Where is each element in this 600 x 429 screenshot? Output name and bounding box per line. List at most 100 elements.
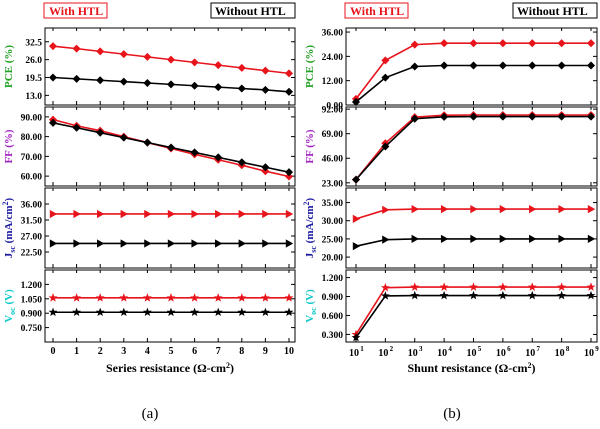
data-point [166, 55, 176, 64]
series-line-with-htl [355, 42, 591, 100]
data-point [469, 290, 478, 300]
x-tick-exponent: 2 [390, 345, 394, 353]
y-tick-label: 20.00 [322, 254, 344, 264]
data-point [439, 282, 449, 291]
plot-frame [345, 269, 598, 343]
plot-frame [345, 27, 598, 106]
y-tick-label: 60.00 [21, 173, 43, 183]
y-tick-label: 69.00 [322, 130, 344, 140]
y-tick-label: 80.00 [21, 133, 43, 143]
data-point [557, 39, 566, 48]
series-line-with-htl [355, 114, 591, 181]
data-point [440, 61, 449, 70]
x-tick-exponent: 5 [478, 345, 482, 353]
data-point [72, 293, 82, 302]
data-point [440, 204, 449, 214]
plot-frame [44, 27, 296, 106]
data-point [166, 307, 176, 316]
data-point [213, 307, 223, 316]
data-point [285, 209, 294, 219]
data-point [587, 234, 596, 244]
data-point [411, 234, 419, 244]
data-point [72, 307, 82, 316]
x-tick-label: 5 [169, 346, 174, 357]
y-tick-label: 32.5 [25, 38, 42, 48]
legend-label-with-htl: With HTL [49, 4, 103, 18]
data-point [72, 74, 81, 83]
y-tick-label: 26.0 [25, 56, 42, 66]
subplot-jsc-a: 22.50 27.00 31.50 36.00 Jsc (mA/cm2) [1, 187, 296, 269]
y-tick-label: 30.00 [322, 217, 344, 227]
data-point [470, 204, 478, 214]
x-tick-label: 10 [467, 348, 477, 359]
data-point [48, 307, 58, 316]
y-axis-label-pce: PCE (%) [304, 45, 316, 88]
plot-frame [44, 187, 296, 269]
data-point [498, 61, 507, 70]
x-tick-exponent: 8 [566, 345, 570, 353]
data-point [167, 239, 176, 248]
subplot-ff-b: 23.00 46.00 69.00 92.00 FF (%) [304, 106, 598, 189]
data-point [469, 282, 478, 291]
data-point [586, 282, 596, 291]
legend-a: With HTL Without HTL [43, 2, 296, 19]
data-point [352, 214, 361, 224]
data-point [498, 290, 508, 300]
data-point [260, 307, 270, 316]
data-point [48, 73, 58, 82]
data-point [351, 97, 361, 106]
data-point [190, 307, 200, 316]
data-point [352, 242, 361, 251]
data-point [144, 239, 152, 248]
legend-box-without-htl [210, 2, 296, 19]
data-point [498, 282, 508, 291]
data-point [529, 204, 537, 214]
data-point [119, 77, 128, 86]
x-tick-label: 4 [145, 346, 150, 357]
plot-frame [44, 269, 296, 343]
data-point [351, 175, 361, 184]
x-tick-label: 6 [192, 346, 197, 357]
data-point [499, 234, 508, 244]
y-tick-label: 0.00 [326, 102, 343, 112]
data-point [190, 148, 199, 157]
y-tick-label: 25.00 [322, 235, 344, 245]
data-point [410, 62, 419, 71]
data-point [381, 56, 390, 65]
data-point [120, 239, 129, 248]
y-tick-label: 1.200 [322, 274, 344, 284]
x-tick-exponent: 6 [507, 345, 511, 353]
data-point [49, 209, 58, 219]
subplot-jsc-b: 20.00 25.00 30.00 35.00 Jsc (mA/cm2) [302, 187, 598, 269]
data-point [167, 209, 176, 219]
data-point [237, 158, 246, 167]
data-point [166, 80, 176, 89]
data-point [586, 39, 596, 48]
data-point [527, 282, 537, 291]
y-tick-label: 1.050 [21, 295, 43, 305]
data-point [528, 61, 537, 70]
data-point [470, 234, 478, 244]
x-tick-label: 10 [555, 348, 565, 359]
x-tick-label: 10 [437, 348, 447, 359]
data-point [214, 83, 223, 92]
data-point [96, 76, 105, 85]
data-point [440, 234, 449, 244]
x-axis-label: Shunt resistance (Ω-cm2) [407, 361, 535, 375]
data-point [440, 112, 449, 121]
legend-label-with-htl: With HTL [350, 4, 404, 18]
x-tick-label: 10 [496, 348, 506, 359]
plot-frame [345, 106, 598, 187]
data-point [96, 47, 105, 56]
data-point [527, 290, 537, 300]
data-point [48, 118, 58, 127]
y-axis-label-pce: PCE (%) [3, 45, 15, 88]
data-point [284, 168, 294, 177]
subplot-pce-a: 13.0 19.5 26.0 32.5 PCE (%) [3, 27, 296, 106]
y-tick-label: 12.00 [322, 77, 344, 87]
data-point [381, 142, 390, 151]
legend-box-with-htl [344, 2, 409, 19]
x-tick-label: 10 [525, 348, 535, 359]
data-point [469, 39, 478, 48]
data-point [119, 293, 129, 302]
